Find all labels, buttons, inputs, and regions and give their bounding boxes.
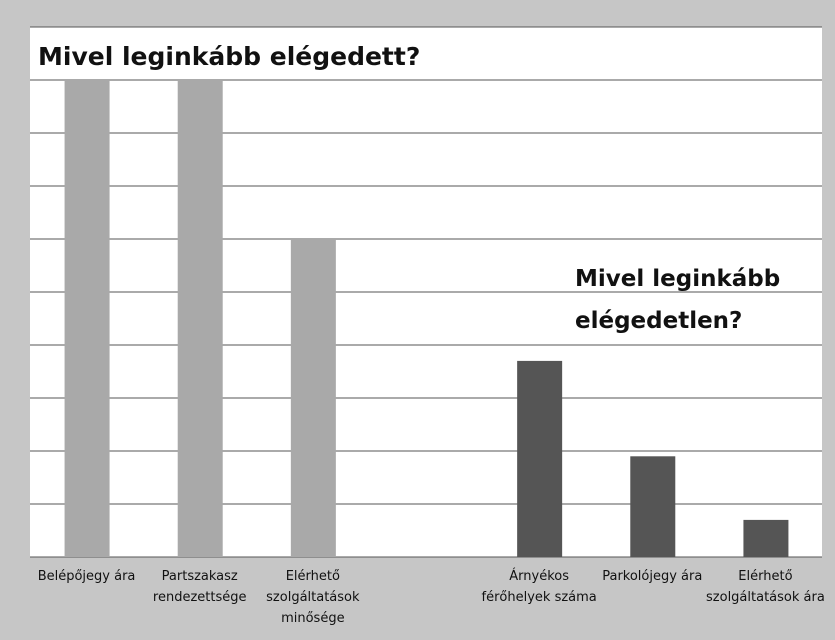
- bar: [177, 80, 223, 557]
- chart-title: Mivel leginkább elégedett?: [38, 42, 421, 71]
- x-tick-label: Elérhető szolgáltatások minősége: [266, 569, 360, 626]
- bar: [290, 239, 336, 557]
- x-tick-label: Parkolójegy ára: [602, 569, 703, 584]
- bar: [517, 360, 563, 557]
- x-tick-label: Elérhető szolgáltatások ára: [706, 569, 825, 605]
- x-tick-label: Árnyékos férőhelyek száma: [481, 569, 597, 605]
- bar: [64, 80, 110, 557]
- bar: [743, 519, 789, 557]
- x-tick-label: Belépőjegy ára: [37, 569, 136, 584]
- annotation: Mivel leginkább elégedetlen?: [575, 266, 781, 334]
- bar: [630, 456, 676, 557]
- x-tick-label: Partszakasz rendezettsége: [152, 569, 247, 605]
